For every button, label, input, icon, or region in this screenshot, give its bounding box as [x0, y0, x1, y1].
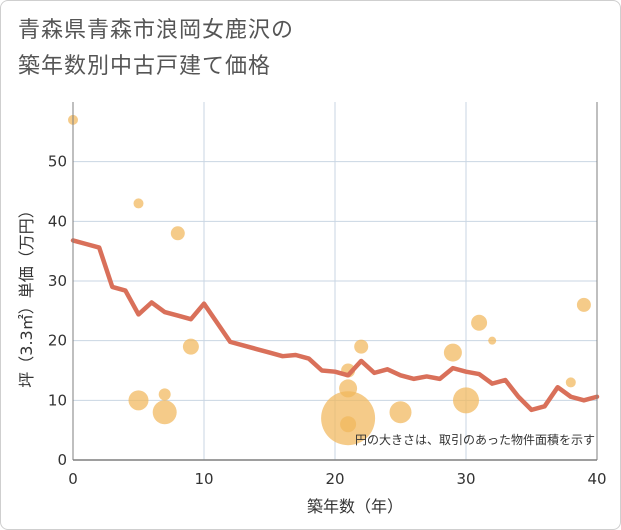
bubble-point-4	[128, 390, 149, 411]
y-axis-label: 坪（3.3㎡）単価（万円）	[17, 202, 36, 387]
bubble-point-6	[152, 400, 177, 425]
bubble-point-17	[565, 377, 576, 388]
y-tick-label-50: 50	[48, 153, 67, 171]
bubble-point-9	[339, 379, 358, 398]
average-price-line	[70, 238, 600, 413]
bubble-point-5	[158, 388, 171, 401]
bubble-point-13	[443, 343, 462, 362]
line-series	[70, 238, 600, 413]
plot-frame	[72, 102, 598, 461]
bubble-point-12	[389, 401, 412, 424]
y-tick-label-20: 20	[48, 332, 67, 350]
x-tick-label-0: 0	[68, 470, 78, 488]
bubble-point-18	[576, 297, 591, 312]
bubble-point-1	[133, 198, 144, 209]
bubble-point-8	[340, 416, 357, 433]
bubble-point-2	[170, 226, 185, 241]
bubble-point-16	[488, 336, 497, 345]
title-line-2: 築年数別中古戸建て価格	[18, 54, 272, 79]
x-tick-labels: 0 10 20 30 40	[68, 470, 606, 488]
bubble-size-note: 円の大きさは、取引のあった物件面積を示す	[355, 432, 595, 447]
x-tick-label-20: 20	[325, 470, 344, 488]
y-tick-labels: 0 10 20 30 40 50	[48, 153, 67, 469]
x-axis-label: 築年数（年）	[307, 497, 403, 516]
title-line-1: 青森県青森市浪岡女鹿沢の	[18, 18, 295, 43]
x-tick-label-10: 10	[194, 470, 213, 488]
bubble-point-14	[453, 387, 479, 414]
y-tick-label-10: 10	[48, 391, 67, 409]
bubble-point-11	[354, 339, 369, 354]
x-tick-label-30: 30	[456, 470, 475, 488]
y-tick-label-30: 30	[48, 272, 67, 290]
y-tick-label-0: 0	[57, 451, 67, 469]
bubble-point-3	[182, 338, 199, 355]
chart-title: 青森県青森市浪岡女鹿沢の 築年数別中古戸建て価格	[18, 13, 558, 85]
bubble-point-15	[471, 314, 488, 331]
x-tick-label-40: 40	[587, 470, 606, 488]
y-tick-label-40: 40	[48, 212, 67, 230]
bubble-series	[68, 114, 591, 446]
